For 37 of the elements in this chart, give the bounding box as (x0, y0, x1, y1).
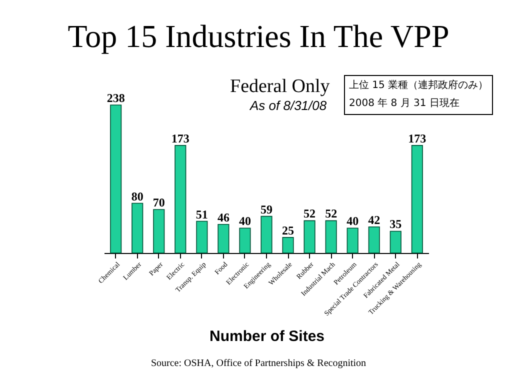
bar (390, 230, 402, 254)
data-label: 40 (238, 214, 251, 228)
data-label: 59 (260, 202, 272, 216)
bar (368, 226, 380, 254)
data-label: 80 (131, 189, 144, 204)
bar (304, 220, 316, 254)
bar (174, 145, 186, 254)
chart-title: Top 15 Industries In The VPP (66, 18, 450, 55)
bar (153, 209, 165, 254)
data-label: 173 (408, 131, 426, 146)
bar (239, 228, 251, 254)
data-label: 238 (106, 91, 125, 105)
bar (411, 145, 423, 254)
bar (218, 224, 230, 254)
data-label: 173 (171, 131, 190, 146)
bar (132, 202, 144, 254)
x-axis-title: Number of Sites (209, 328, 325, 345)
annotation: 2008 年 8 月 31 日現在 (349, 97, 460, 111)
text: 上位 15 業種（連邦政府のみ） (349, 78, 488, 93)
data-label: 42 (368, 212, 380, 227)
data-label: 52 (304, 206, 316, 221)
bar (282, 237, 294, 254)
data-label: 51 (196, 207, 208, 222)
bar (346, 228, 358, 254)
data-label: 25 (282, 223, 294, 238)
bar (196, 220, 208, 254)
bar (260, 216, 272, 254)
data-label: 35 (390, 217, 402, 232)
chart-subtitle: Federal Only (230, 76, 330, 98)
data-label: 52 (325, 206, 338, 221)
annotation: As of 8/31/08 (250, 98, 327, 113)
source-note: Source: OSHA, Office of Partnerships & Recognition (150, 358, 368, 369)
data-label: 46 (217, 210, 230, 224)
data-label: 70 (152, 195, 165, 210)
bar (110, 104, 122, 254)
bar (325, 220, 337, 254)
data-label: 40 (346, 214, 359, 228)
